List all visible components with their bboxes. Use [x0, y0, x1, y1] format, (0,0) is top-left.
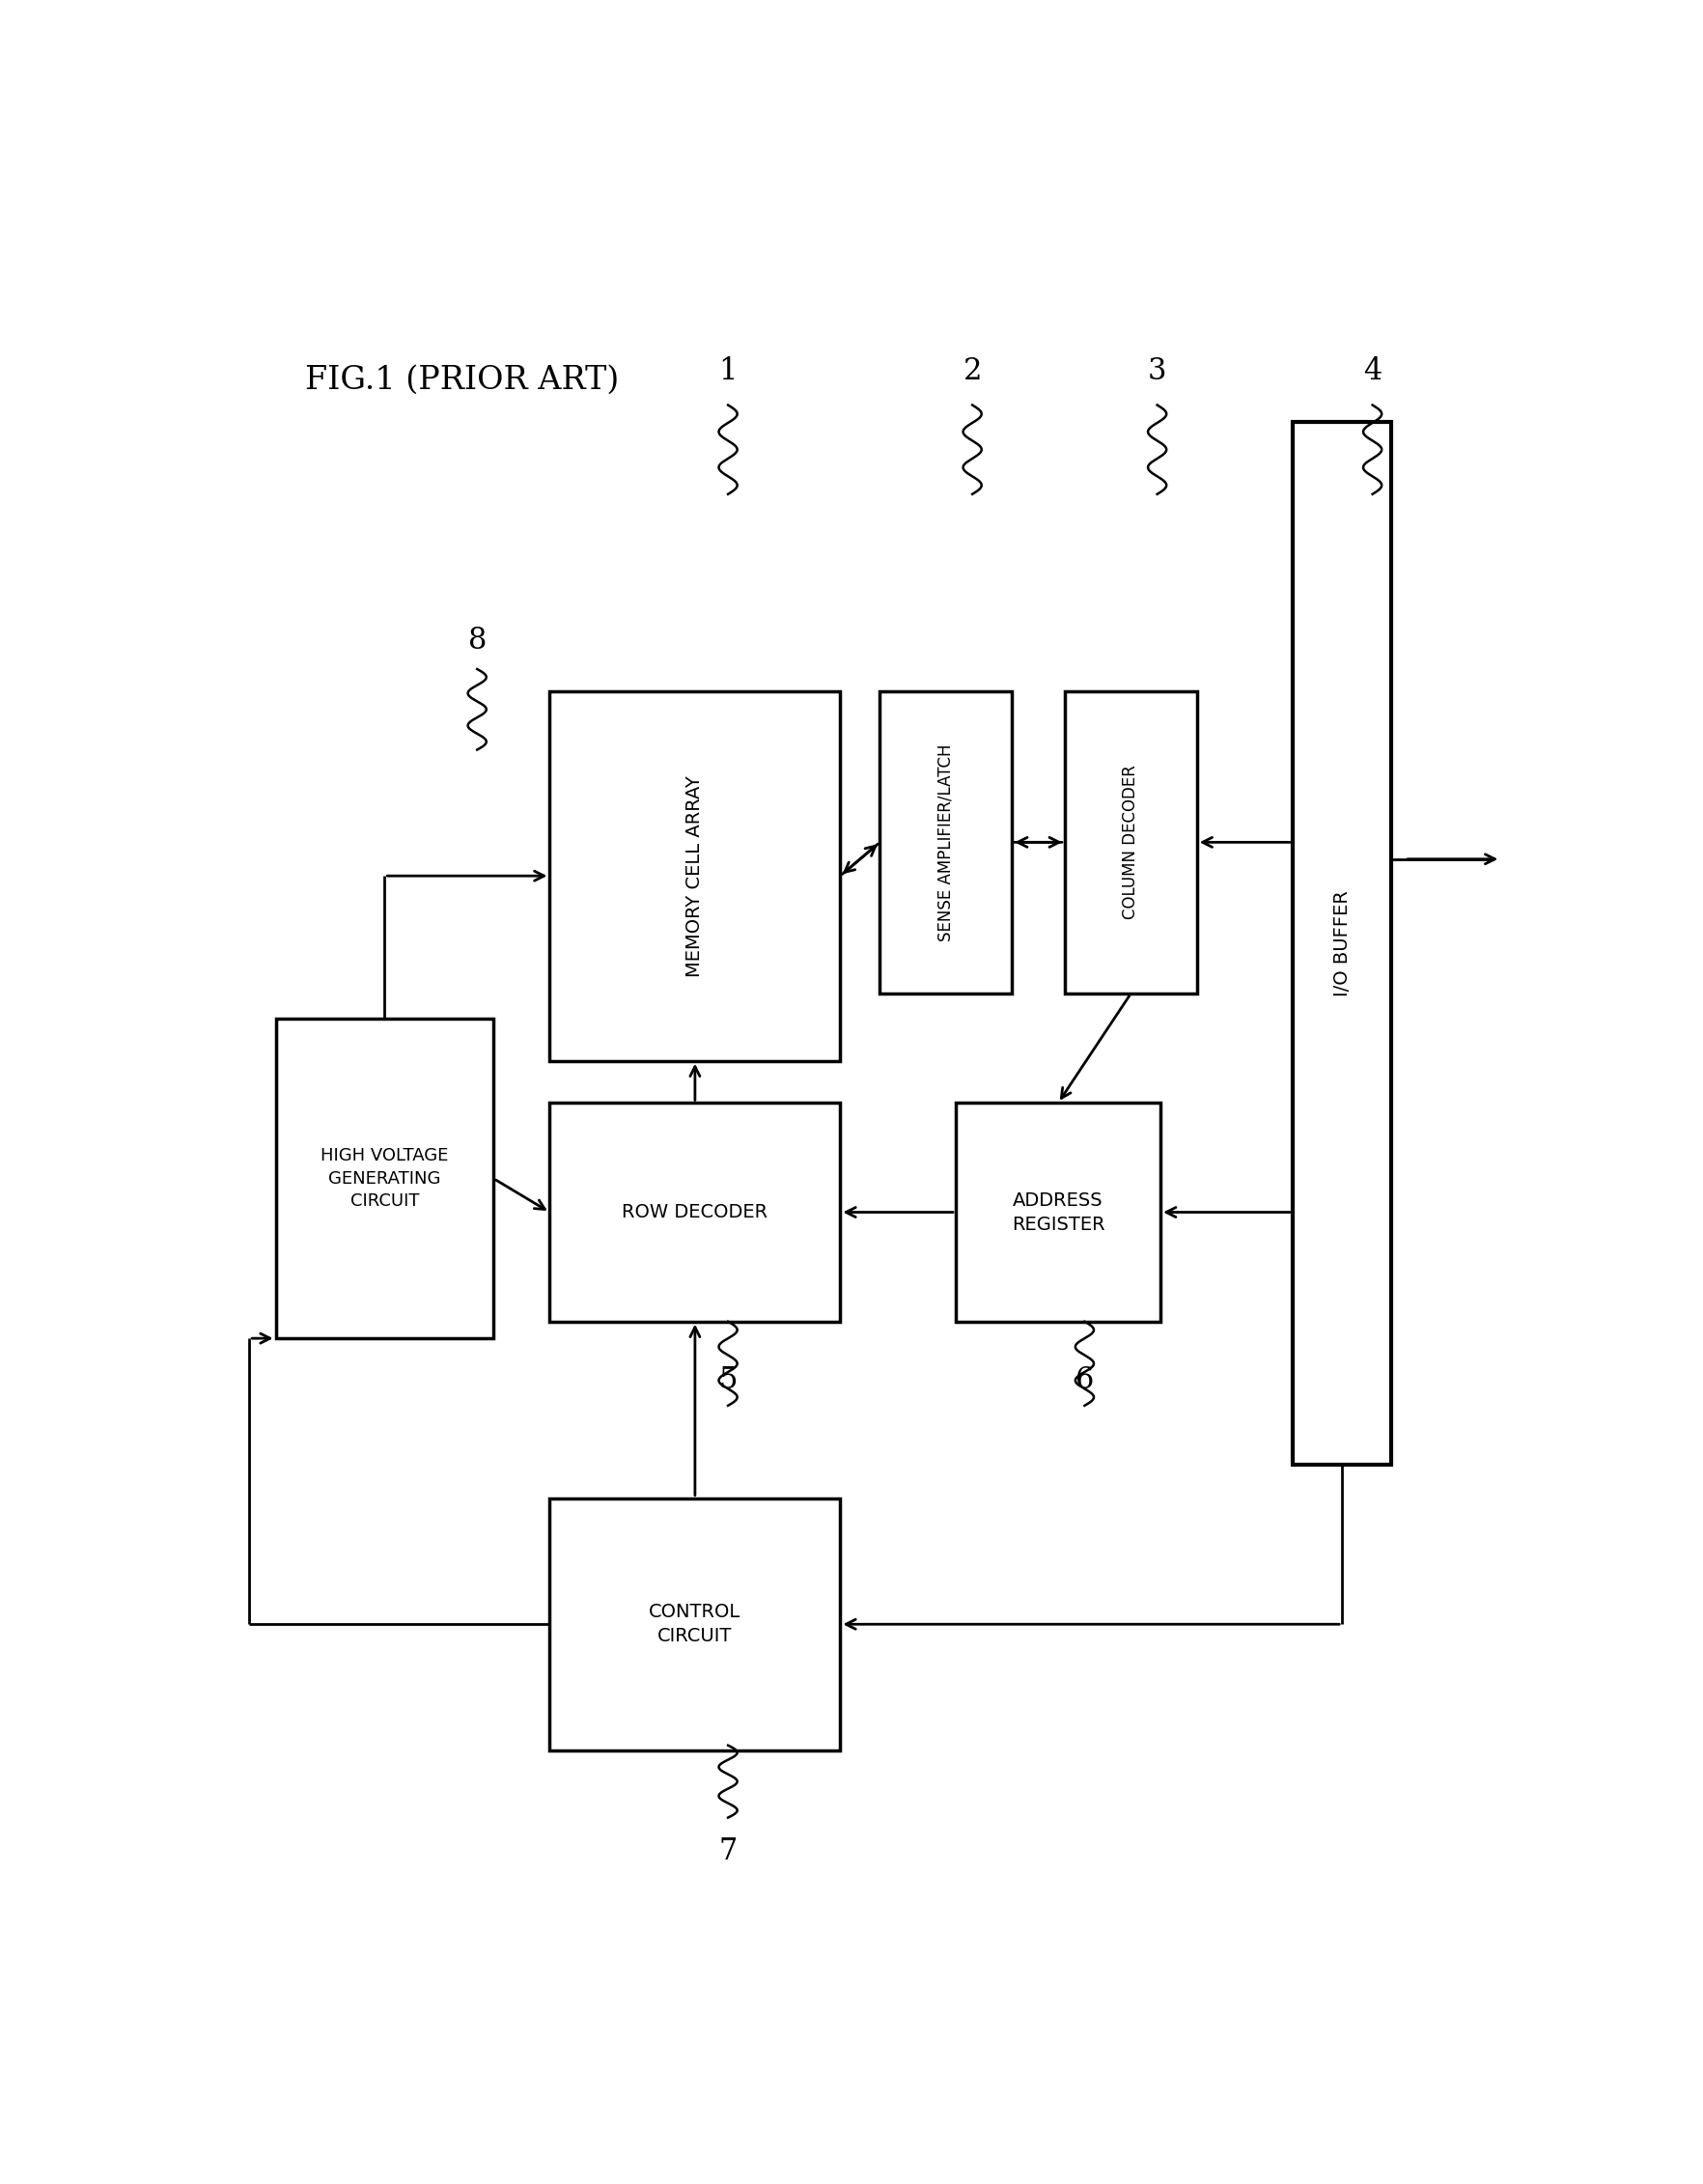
Text: COLUMN DECODER: COLUMN DECODER [1122, 764, 1139, 919]
Bar [955, 1103, 1160, 1321]
Text: 6: 6 [1075, 1365, 1093, 1396]
Text: I/O BUFFER: I/O BUFFER [1332, 891, 1350, 996]
Text: 3: 3 [1148, 356, 1167, 387]
Text: HIGH VOLTAGE
GENERATING
CIRCUIT: HIGH VOLTAGE GENERATING CIRCUIT [320, 1147, 448, 1210]
Text: CONTROL
CIRCUIT: CONTROL CIRCUIT [649, 1603, 741, 1645]
Text: 5: 5 [719, 1365, 737, 1396]
Bar [550, 1103, 840, 1321]
Text: ROW DECODER: ROW DECODER [622, 1203, 768, 1221]
Bar [879, 690, 1012, 994]
Bar [276, 1018, 494, 1339]
Text: MEMORY CELL ARRAY: MEMORY CELL ARRAY [685, 775, 703, 976]
Text: 2: 2 [962, 356, 981, 387]
Bar [1293, 422, 1391, 1465]
Text: 8: 8 [468, 625, 485, 655]
Text: 7: 7 [719, 1837, 737, 1867]
Bar [550, 690, 840, 1061]
Text: SENSE AMPLIFIER/LATCH: SENSE AMPLIFIER/LATCH [937, 743, 954, 941]
Text: ADDRESS
REGISTER: ADDRESS REGISTER [1012, 1190, 1104, 1234]
Text: FIG.1 (PRIOR ART): FIG.1 (PRIOR ART) [305, 365, 620, 395]
Bar [1064, 690, 1196, 994]
Text: 1: 1 [719, 356, 737, 387]
Bar [550, 1498, 840, 1749]
Text: 4: 4 [1362, 356, 1381, 387]
